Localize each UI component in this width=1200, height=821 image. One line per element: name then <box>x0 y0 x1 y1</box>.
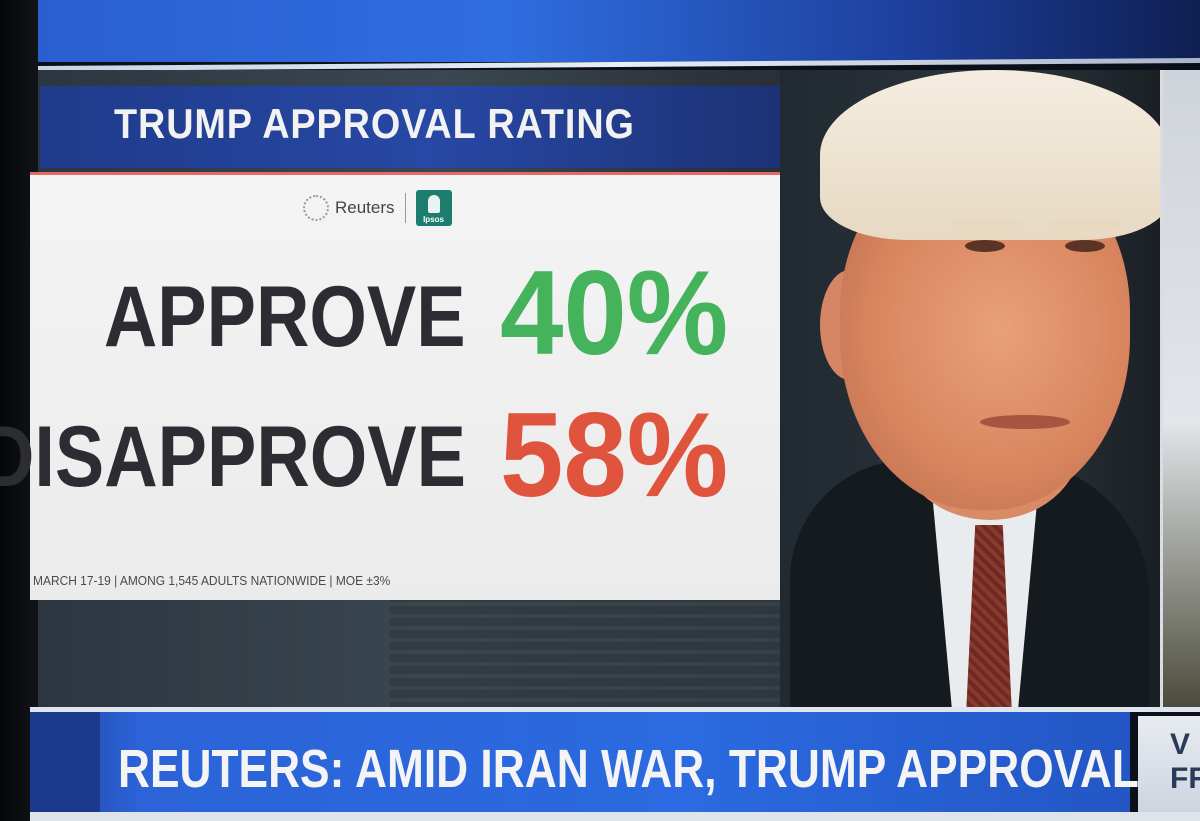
lower-third-bar <box>30 712 1130 821</box>
ipsos-logo-icon: Ipsos <box>415 190 452 226</box>
adjacent-video-panel <box>1160 70 1200 710</box>
lower-third-headline: REUTERS: AMID IRAN WAR, TRUMP APPROVAL A… <box>118 739 1200 799</box>
lower-third-divider <box>30 707 1200 712</box>
approve-value: 40% <box>500 246 729 380</box>
graphic-title: TRUMP APPROVAL RATING <box>114 100 635 147</box>
right-eye <box>1065 240 1105 252</box>
side-box-text: V FR <box>1170 728 1200 795</box>
left-brow <box>950 220 1020 230</box>
reuters-label: Reuters <box>335 198 395 217</box>
hair <box>820 70 1160 240</box>
bottom-strip <box>30 812 1200 821</box>
lower-third-accent <box>30 712 100 821</box>
studio-blinds <box>390 590 810 710</box>
disapprove-value: 58% <box>500 388 729 522</box>
approve-label: APPROVE <box>104 269 466 365</box>
source-logos: Reuters Ipsos <box>303 188 452 228</box>
title-bar <box>40 86 820 168</box>
right-brow <box>1050 220 1120 230</box>
disapprove-label: DISAPPROVE <box>0 409 466 505</box>
logo-divider <box>404 193 406 223</box>
poll-footnote: MARCH 17-19 | AMONG 1,545 ADULTS NATIONW… <box>33 573 391 588</box>
side-box <box>1138 716 1200 814</box>
left-eye <box>965 240 1005 252</box>
reuters-logo-icon <box>303 195 329 221</box>
top-graphic-band <box>38 0 1200 62</box>
poll-card <box>30 172 790 600</box>
mouth <box>980 415 1070 429</box>
trump-portrait <box>780 70 1160 710</box>
